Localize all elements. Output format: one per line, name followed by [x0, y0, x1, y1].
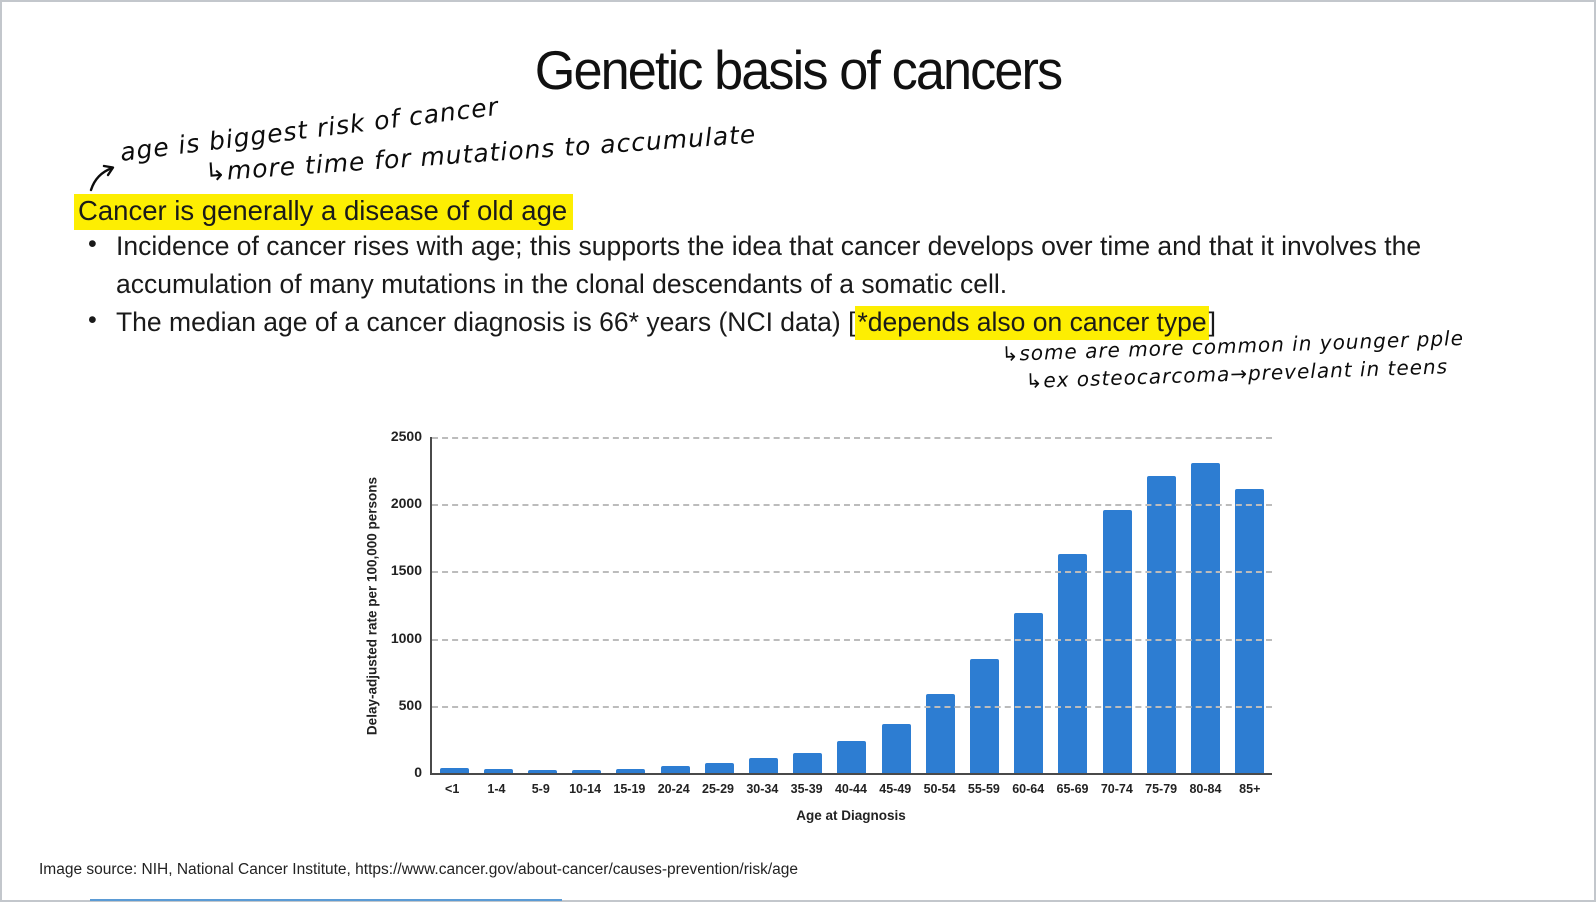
- bar-slot: [1228, 437, 1272, 773]
- bar-slot: [653, 437, 697, 773]
- bar-15-19: [616, 768, 646, 773]
- bar-slot: [741, 437, 785, 773]
- x-axis-label: Age at Diagnosis: [796, 808, 906, 823]
- gridline-2500: [432, 437, 1272, 439]
- x-tick-label: 30-34: [746, 782, 779, 796]
- x-tick-label: 5-9: [531, 782, 550, 796]
- gridline-1000: [432, 638, 1272, 641]
- x-tick-label: 65-69: [1056, 782, 1089, 796]
- bar-60-64: [1014, 613, 1044, 773]
- x-axis-ticks: <1 1-4 5-9 10-14 15-19 20-24 25-29 30-34 35-39 40…: [430, 782, 1272, 796]
- bar-slot: [962, 437, 1006, 773]
- bar-slot: [1095, 437, 1139, 773]
- x-tick-label: 25-29: [702, 782, 735, 796]
- bar-slot: [1183, 437, 1227, 773]
- x-tick-label: 1-4: [487, 782, 506, 796]
- y-tick-label: 1500: [390, 562, 422, 579]
- bar-20-24: [660, 766, 690, 773]
- x-tick-label: 75-79: [1145, 782, 1178, 796]
- bar-slot: [432, 437, 476, 773]
- gridline-500: [432, 705, 1272, 708]
- bar-70-74: [1102, 509, 1132, 773]
- x-tick-label: <1: [445, 782, 460, 796]
- x-tick-label: 85+: [1239, 782, 1261, 796]
- bars-row: [432, 437, 1272, 773]
- bullet-list: Incidence of cancer rises with age; this…: [82, 226, 1490, 343]
- x-tick-label: 70-74: [1100, 782, 1133, 796]
- bar-65-69: [1058, 553, 1088, 773]
- bar-85+: [1235, 489, 1265, 773]
- x-tick-label: 15-19: [613, 782, 646, 796]
- bar-slot: [830, 437, 874, 773]
- y-tick-label: 0: [414, 764, 422, 781]
- image-source-credit: Image source: NIH, National Cancer Insti…: [39, 861, 799, 878]
- bullet-median-highlight: *depends also on cancer type: [855, 306, 1209, 340]
- x-tick-label: 60-64: [1012, 782, 1045, 796]
- bar-25-29: [704, 762, 734, 773]
- bar-slot: [1007, 437, 1051, 773]
- y-tick-label: 1000: [390, 629, 422, 646]
- bar-1-4: [483, 768, 513, 773]
- bullet-median-age: The median age of a cancer diagnosis is …: [82, 302, 1490, 342]
- x-tick-label: 80-84: [1189, 782, 1222, 796]
- progress-bar: [90, 899, 562, 901]
- highlighted-heading: Cancer is generally a disease of old age: [74, 194, 574, 230]
- bar-slot: [520, 437, 564, 773]
- bar-slot: [697, 437, 741, 773]
- bar-75-79: [1146, 475, 1176, 773]
- bar-30-34: [749, 758, 779, 773]
- bar-slot: [609, 437, 653, 773]
- chart-plot: 0 500 1000 1500 2000 2500: [391, 428, 1272, 780]
- y-tick-label: 2500: [390, 428, 422, 445]
- bar-slot: [1139, 437, 1183, 773]
- gridline-2000: [432, 504, 1272, 507]
- bar-40-44: [837, 741, 867, 773]
- y-tick-label: 2000: [390, 495, 422, 512]
- bar-80-84: [1191, 462, 1221, 773]
- bar-slot: [874, 437, 918, 773]
- bullet-incidence-text: Incidence of cancer rises with age; this…: [116, 231, 1422, 299]
- bar-slot: [786, 437, 830, 773]
- bar-<1: [439, 768, 469, 773]
- slide-title: Genetic basis of cancers: [534, 39, 1063, 101]
- y-axis-label: Delay-adjusted rate per 100,000 persons: [364, 476, 380, 736]
- bar-45-49: [881, 723, 911, 773]
- age-incidence-bar-chart: Delay-adjusted rate per 100,000 persons …: [360, 428, 1290, 830]
- y-tick-label: 500: [398, 696, 422, 713]
- bar-55-59: [970, 658, 1000, 773]
- bar-5-9: [528, 770, 557, 773]
- bar-slot: [1051, 437, 1095, 773]
- x-tick-label: 20-24: [657, 782, 690, 796]
- bar-35-39: [793, 752, 823, 773]
- bullet-incidence: Incidence of cancer rises with age; this…: [82, 226, 1490, 303]
- bullet-median-prefix: The median age of a cancer diagnosis is …: [116, 307, 856, 337]
- x-tick-label: 50-54: [923, 782, 956, 796]
- bar-10-14: [572, 769, 602, 773]
- gridline-1500: [432, 571, 1272, 574]
- bar-slot: [565, 437, 609, 773]
- x-tick-label: 55-59: [967, 782, 1000, 796]
- curved-arrow-icon: [88, 160, 122, 197]
- bullet-median-suffix: ]: [1208, 307, 1216, 337]
- x-tick-label: 35-39: [790, 782, 823, 796]
- x-tick-label: 45-49: [879, 782, 912, 796]
- x-tick-label: 40-44: [834, 782, 867, 796]
- x-tick-label: 10-14: [569, 782, 602, 796]
- bar-slot: [918, 437, 962, 773]
- bar-slot: [476, 437, 520, 773]
